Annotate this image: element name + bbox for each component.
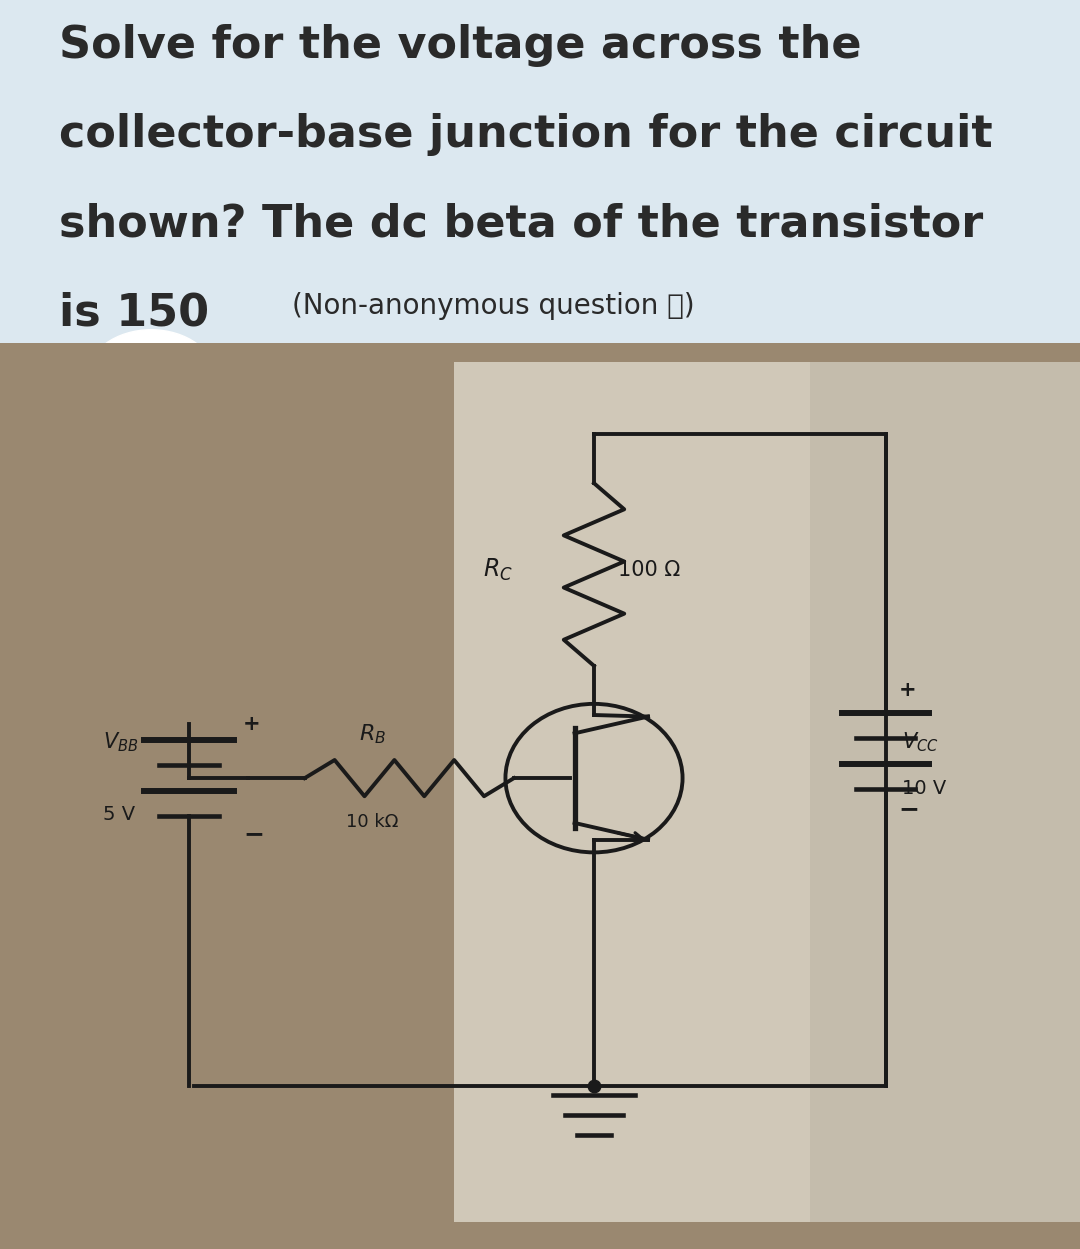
Ellipse shape <box>54 402 205 457</box>
Text: −: − <box>243 822 264 847</box>
Text: $R_B$: $R_B$ <box>359 723 387 747</box>
Text: 5 V: 5 V <box>103 804 135 824</box>
Text: 10 kΩ: 10 kΩ <box>347 813 399 831</box>
Text: 10 V: 10 V <box>902 779 946 798</box>
Ellipse shape <box>43 367 151 443</box>
Text: $V_{BB}$: $V_{BB}$ <box>103 731 138 753</box>
Text: −: − <box>899 797 919 821</box>
Bar <box>454 362 1080 1222</box>
Text: +: + <box>899 681 916 701</box>
Text: 100 Ω: 100 Ω <box>618 560 680 580</box>
Text: (Non-anonymous question ⓘ): (Non-anonymous question ⓘ) <box>292 292 694 320</box>
Text: collector-base junction for the circuit: collector-base junction for the circuit <box>59 114 993 156</box>
Bar <box>810 362 1080 1222</box>
Text: Solve for the voltage across the: Solve for the voltage across the <box>59 24 862 67</box>
Text: $V_{CC}$: $V_{CC}$ <box>902 731 939 753</box>
Text: shown? The dc beta of the transistor: shown? The dc beta of the transistor <box>59 202 984 246</box>
Text: +: + <box>243 713 260 734</box>
Text: is 150: is 150 <box>59 292 210 335</box>
Text: $R_C$: $R_C$ <box>483 557 513 583</box>
Ellipse shape <box>157 365 254 433</box>
Ellipse shape <box>86 330 216 426</box>
